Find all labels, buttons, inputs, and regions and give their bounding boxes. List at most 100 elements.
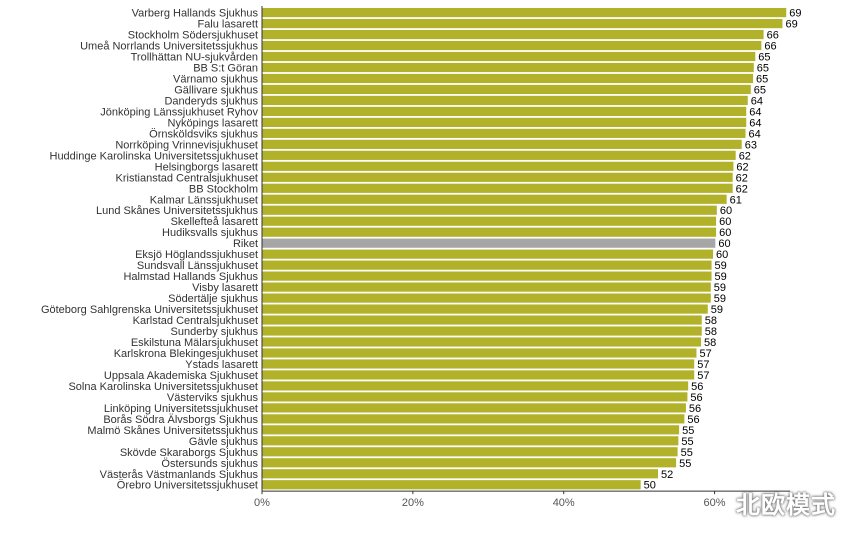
category-label-41: Östersunds sjukhus — [161, 458, 258, 470]
value-label-39: 55 — [681, 436, 693, 448]
value-label-9: 64 — [749, 106, 761, 118]
value-label-4: 65 — [758, 52, 770, 64]
category-label-34: Solna Karolinska Universitetssjukhuset — [68, 381, 258, 393]
category-label-39: Gävle sjukhus — [189, 436, 259, 448]
x-tick-label-0: 0% — [254, 497, 270, 509]
value-label-1: 69 — [785, 19, 797, 31]
value-label-8: 64 — [751, 95, 763, 107]
value-label-13: 62 — [739, 150, 751, 162]
value-label-22: 60 — [716, 249, 728, 261]
value-label-29: 58 — [705, 326, 717, 338]
bars-group — [262, 8, 787, 490]
bar-2 — [262, 29, 764, 40]
category-label-21: Riket — [233, 238, 258, 250]
value-label-43: 50 — [644, 480, 656, 492]
value-label-36: 56 — [689, 403, 701, 415]
bar-3 — [262, 40, 762, 51]
category-label-0: Varberg Hallands Sjukhus — [132, 8, 259, 20]
category-label-19: Skellefteå lasarett — [171, 216, 258, 228]
axes-group: 0% 20% 40% 60% — [254, 6, 790, 509]
category-label-26: Södertälje sjukhus — [168, 293, 258, 305]
bar-39 — [262, 436, 679, 446]
bar-27 — [262, 304, 708, 314]
bar-9 — [262, 106, 747, 117]
value-label-7: 65 — [754, 84, 766, 96]
bar-25 — [262, 282, 711, 292]
watermark: 北欧模式 — [736, 491, 836, 519]
category-label-15: Kristianstad Centralsjukhuset — [116, 172, 258, 184]
category-label-32: Ystads lasarett — [185, 359, 258, 371]
value-labels-group: 6969666665656565646464646362626262616060… — [644, 8, 802, 492]
category-label-4: Trollhättan NU-sjukvården — [131, 52, 258, 64]
category-label-35: Västerviks sjukhus — [167, 392, 259, 404]
x-tick-label-2: 40% — [553, 497, 575, 509]
value-label-40: 55 — [681, 447, 693, 459]
category-label-27: Göteborg Sahlgrenska Universitetssjukhus… — [41, 304, 258, 316]
value-label-27: 59 — [711, 304, 723, 316]
category-label-5: BB S:t Göran — [193, 63, 258, 75]
bar-35 — [262, 392, 688, 402]
bar-40 — [262, 447, 678, 457]
bar-15 — [262, 172, 733, 182]
bar-32 — [262, 359, 695, 369]
bar-6 — [262, 73, 754, 84]
value-label-3: 66 — [764, 41, 776, 53]
category-label-37: Borås Södra Älvsborgs Sjukhus — [103, 414, 258, 426]
category-label-18: Lund Skånes Universitetssjukhus — [96, 205, 259, 217]
value-label-6: 65 — [756, 73, 768, 85]
value-label-0: 69 — [789, 8, 801, 20]
category-label-38: Malmö Skånes Universitetssjukhus — [87, 425, 258, 437]
value-label-26: 59 — [714, 293, 726, 305]
value-label-11: 64 — [749, 128, 761, 140]
category-label-43: Örebro Universitetssjukhuset — [117, 480, 258, 492]
category-label-9: Jönköping Länssjukhuset Ryhov — [100, 106, 258, 118]
value-label-10: 64 — [749, 117, 761, 129]
category-label-1: Falu lasarett — [197, 19, 258, 31]
category-label-25: Visby lasarett — [192, 282, 258, 294]
value-label-18: 60 — [720, 205, 732, 217]
category-label-33: Uppsala Akademiska Sjukhuset — [104, 370, 258, 382]
bar-33 — [262, 370, 695, 380]
value-label-19: 60 — [719, 216, 731, 228]
bar-11 — [262, 128, 746, 138]
bar-41 — [262, 458, 677, 468]
category-label-11: Örnsköldsviks sjukhus — [149, 128, 258, 140]
value-label-20: 60 — [719, 227, 731, 239]
value-label-15: 62 — [736, 172, 748, 184]
bar-36 — [262, 403, 686, 413]
bar-21 — [262, 238, 716, 248]
bar-26 — [262, 293, 711, 303]
value-label-16: 62 — [736, 183, 748, 195]
category-label-30: Eskilstuna Mälarsjukhuset — [131, 337, 258, 349]
category-label-10: Nyköpings lasarett — [168, 117, 259, 129]
value-label-41: 55 — [679, 458, 691, 470]
bar-31 — [262, 348, 697, 358]
category-label-42: Västerås Västmanlands Sjukhus — [100, 469, 259, 481]
bar-20 — [262, 227, 717, 237]
bar-14 — [262, 161, 734, 171]
value-label-17: 61 — [730, 194, 742, 206]
value-label-2: 66 — [767, 30, 779, 42]
value-label-28: 58 — [705, 315, 717, 327]
bar-30 — [262, 337, 701, 347]
category-label-22: Eksjö Höglandssjukhuset — [135, 249, 258, 261]
bar-24 — [262, 271, 712, 281]
bar-37 — [262, 414, 685, 424]
bar-42 — [262, 469, 658, 479]
bar-19 — [262, 216, 717, 226]
value-label-12: 63 — [745, 139, 757, 151]
value-label-35: 56 — [690, 392, 702, 404]
value-label-14: 62 — [736, 161, 748, 173]
category-label-7: Gällivare sjukhus — [174, 84, 258, 96]
value-label-42: 52 — [661, 469, 673, 481]
category-label-24: Halmstad Hallands Sjukhus — [123, 271, 258, 283]
x-tick-label-1: 20% — [402, 497, 424, 509]
bar-10 — [262, 117, 747, 127]
category-label-40: Skövde Skaraborgs Sjukhus — [120, 447, 259, 459]
value-label-25: 59 — [714, 282, 726, 294]
bar-43 — [262, 480, 641, 490]
bar-17 — [262, 194, 727, 204]
bar-23 — [262, 260, 712, 270]
